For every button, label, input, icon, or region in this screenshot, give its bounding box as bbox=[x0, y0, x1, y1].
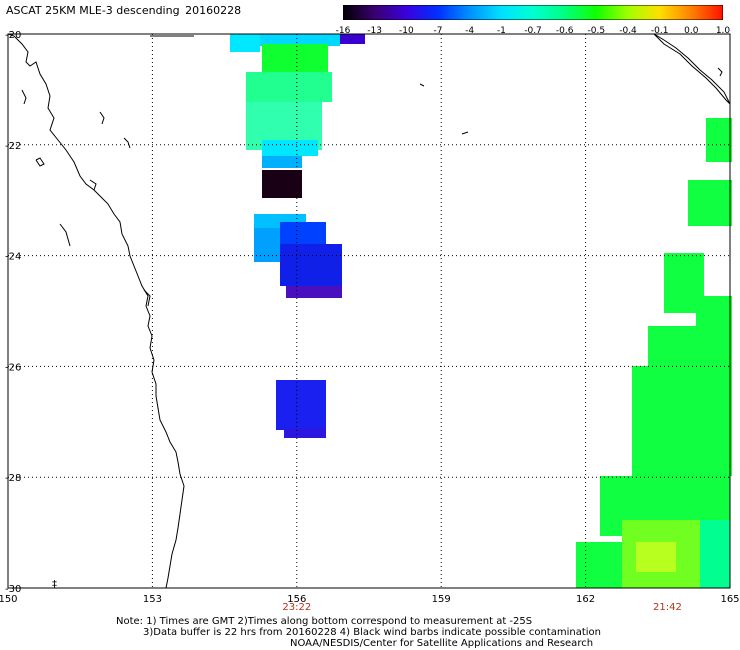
color-scale-label: -1 bbox=[496, 26, 506, 36]
island-outline bbox=[99, 111, 105, 125]
island-outline bbox=[461, 131, 469, 135]
swath-cell bbox=[700, 520, 730, 588]
longitude-label: 156 bbox=[287, 594, 306, 605]
note-line-3: NOAA/NESDIS/Center for Satellite Applica… bbox=[290, 638, 594, 649]
swath-cell bbox=[276, 380, 326, 430]
map-frame bbox=[7, 33, 731, 589]
swath-cell bbox=[260, 34, 340, 46]
latitude-label: -28 bbox=[5, 473, 21, 484]
swath-cell bbox=[262, 140, 318, 156]
latitude-label: -20 bbox=[5, 30, 21, 41]
color-scale-label: 1.0 bbox=[715, 26, 731, 36]
island-outline bbox=[123, 137, 131, 149]
island-outline bbox=[143, 289, 151, 307]
swath-cell bbox=[286, 286, 342, 298]
latitude-label: -26 bbox=[5, 362, 21, 373]
color-scale-label: -0.6 bbox=[555, 26, 574, 36]
pass-time-label: 21:42 bbox=[653, 602, 682, 613]
longitude-label: 162 bbox=[576, 594, 595, 605]
longitude-label: 159 bbox=[432, 594, 451, 605]
island-outline bbox=[89, 179, 97, 191]
color-scale-label: 0.0 bbox=[684, 26, 699, 36]
longitude-label: 165 bbox=[720, 594, 739, 605]
color-scale-label: -10 bbox=[398, 26, 414, 36]
swath-cell bbox=[284, 428, 326, 438]
swath-cell bbox=[262, 170, 302, 198]
latitude-label: -24 bbox=[5, 252, 21, 263]
latitude-label: -30 bbox=[5, 584, 21, 595]
swath-cell bbox=[230, 34, 260, 52]
color-scale-label: -0.1 bbox=[650, 26, 669, 36]
swath-cell bbox=[688, 180, 732, 226]
swath-cell bbox=[340, 34, 365, 44]
swath-cell bbox=[254, 228, 282, 262]
product-date: 20160228 bbox=[185, 4, 242, 17]
small-island-marker: ‡ bbox=[52, 579, 57, 590]
color-scale-label: -16 bbox=[335, 26, 351, 36]
swath-cell bbox=[262, 156, 302, 168]
swath-cell bbox=[280, 244, 342, 286]
island-outline bbox=[419, 83, 425, 87]
swath-cell bbox=[246, 72, 332, 102]
color-scale-label: -13 bbox=[367, 26, 383, 36]
product-name: ASCAT 25KM MLE-3 descending bbox=[6, 4, 180, 17]
color-scale-labels: -16 -13 -10 -7 -4 -1 -0.7 -0.6 -0.5 -0.4 -0.1 0.0 1.… bbox=[330, 26, 740, 38]
swath-cell bbox=[648, 326, 698, 366]
island-outline bbox=[35, 157, 45, 167]
swath-cell bbox=[576, 542, 626, 588]
longitude-label: 150 bbox=[0, 594, 18, 605]
color-scale-bar bbox=[343, 5, 723, 20]
island-outline bbox=[21, 89, 27, 105]
color-scale-label: -0.7 bbox=[524, 26, 542, 36]
color-scale-label: -4 bbox=[465, 26, 475, 36]
swath-cell bbox=[636, 542, 676, 572]
australia-coastline bbox=[7, 33, 185, 589]
pass-time-label: 23:22 bbox=[282, 602, 311, 613]
color-scale-gradient bbox=[343, 5, 723, 20]
color-scale-label: -0.4 bbox=[619, 26, 637, 36]
color-scale-label: -0.5 bbox=[587, 26, 606, 36]
ascat-swath-cells bbox=[230, 34, 732, 588]
island-outline bbox=[59, 223, 71, 247]
lat-lon-grid bbox=[8, 34, 730, 588]
color-scale-label: -7 bbox=[433, 26, 443, 36]
latitude-label: -22 bbox=[5, 141, 21, 152]
island-outline bbox=[717, 67, 723, 77]
map-title: ASCAT 25KM MLE-3 descending 20160228 bbox=[6, 4, 241, 17]
longitude-label: 153 bbox=[143, 594, 162, 605]
swath-cell bbox=[632, 366, 732, 476]
swath-cell bbox=[280, 222, 326, 244]
swath-cell bbox=[706, 118, 732, 162]
note-line-1: Note: 1) Times are GMT 2)Times along bot… bbox=[116, 616, 533, 627]
note-line-2: 3)Data buffer is 22 hrs from 20160228 4)… bbox=[143, 627, 601, 638]
swath-cell bbox=[262, 44, 328, 72]
